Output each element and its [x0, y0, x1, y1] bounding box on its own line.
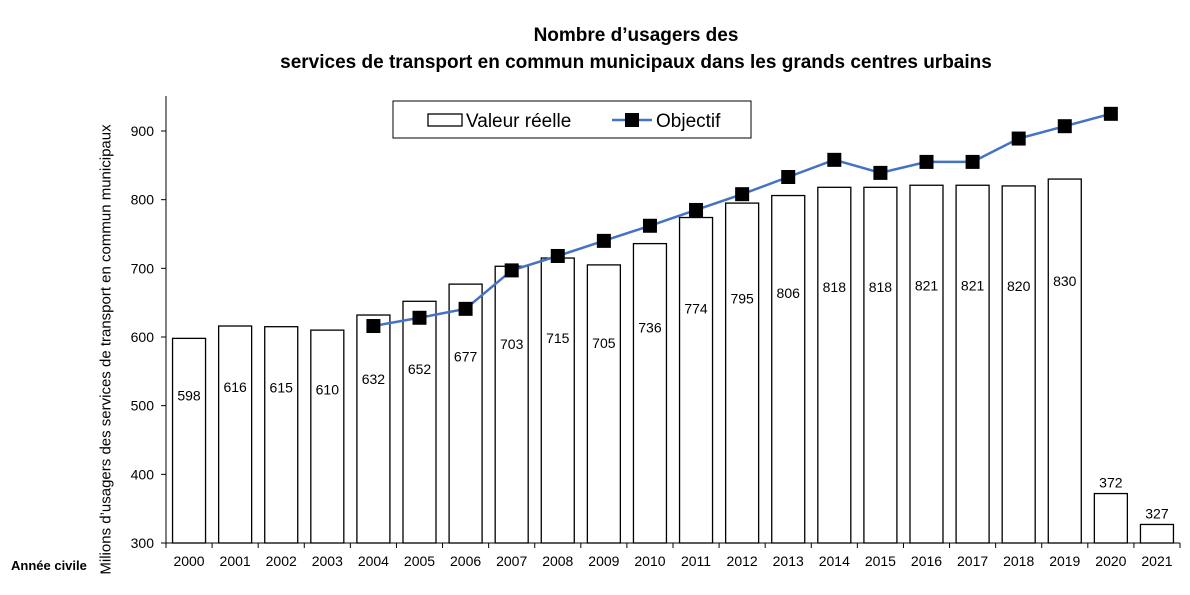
y-tick-label: 500 [131, 398, 155, 414]
data-label-2014: 818 [823, 279, 847, 295]
bar-2010 [632, 242, 668, 544]
x-tick-label: 2018 [1003, 553, 1034, 569]
x-tick-label: 2006 [450, 553, 481, 569]
x-tick-label: 2021 [1141, 553, 1172, 569]
bar-2013 [771, 194, 806, 544]
x-tick-label: 2010 [634, 553, 665, 569]
x-tick-label: 2004 [358, 553, 389, 569]
bar-2002 [264, 326, 299, 544]
bar-2004 [356, 314, 391, 544]
data-label-2001: 616 [223, 379, 247, 395]
y-tick-label: 700 [131, 260, 155, 276]
objectif-marker-2004 [366, 319, 381, 334]
data-label-2000: 598 [177, 388, 201, 404]
x-tick-label: 2011 [681, 553, 711, 569]
data-label-2017: 821 [961, 277, 985, 293]
data-label-2020: 372 [1099, 475, 1123, 491]
legend-bar-swatch [427, 113, 463, 127]
x-tick-label: 2014 [819, 553, 850, 569]
y-tick-label: 400 [131, 466, 155, 482]
bar-2001 [217, 325, 253, 544]
bar-2000 [171, 337, 207, 544]
data-label-2018: 820 [1007, 278, 1031, 294]
legend-marker-swatch [625, 113, 639, 127]
chart-title-line-1: Nombre d’usagers des [533, 25, 739, 46]
x-tick-label: 2015 [865, 553, 896, 569]
objectif-marker-2016 [919, 154, 934, 169]
x-tick-label: 2001 [220, 553, 251, 569]
legend-label-objectif: Objectif [656, 111, 721, 132]
objectif-marker-2012 [735, 187, 750, 202]
x-axis-label: Année civile [11, 558, 87, 573]
bar-2016 [909, 184, 944, 544]
data-label-2011: 774 [684, 301, 708, 317]
bar-2012 [724, 202, 760, 544]
x-tick-label: 2016 [911, 553, 942, 569]
objectif-marker-2006 [458, 301, 473, 316]
chart-title-line-2: services de transport en commun municipa… [280, 52, 992, 73]
x-tick-label: 2003 [312, 553, 343, 569]
objectif-marker-2007 [504, 263, 519, 278]
objectif-marker-2015 [873, 165, 888, 180]
bar-2003 [310, 329, 345, 544]
y-tick-label: 900 [131, 123, 155, 139]
bar-2006 [448, 283, 483, 544]
y-tick-label: 800 [131, 192, 155, 208]
bar-2021 [1139, 523, 1175, 544]
data-label-2004: 632 [362, 371, 386, 387]
objectif-marker-2011 [689, 202, 704, 217]
x-tick-label: 2008 [542, 553, 573, 569]
bar-2017 [955, 184, 990, 544]
data-label-2016: 821 [915, 277, 939, 293]
chart-title: Nombre d’usagers des services de transpo… [0, 22, 1190, 76]
objectif-marker-2019 [1057, 119, 1072, 134]
x-tick-label: 2000 [173, 553, 204, 569]
bar-2005 [402, 300, 437, 544]
bar-2011 [678, 216, 714, 544]
data-label-2012: 795 [730, 290, 754, 306]
data-label-2008: 715 [546, 330, 570, 346]
x-tick-label: 2017 [957, 553, 988, 569]
x-tick-label: 2013 [773, 553, 804, 569]
data-label-2015: 818 [869, 279, 893, 295]
objectif-marker-2014 [827, 152, 842, 167]
x-tick-label: 2005 [404, 553, 435, 569]
y-tick-label: 300 [131, 535, 155, 551]
x-tick-label: 2002 [266, 553, 297, 569]
data-label-2019: 830 [1053, 273, 1077, 289]
objectif-marker-2005 [412, 310, 427, 325]
bar-2019 [1047, 178, 1082, 544]
y-tick-label: 600 [131, 329, 155, 345]
data-label-2009: 705 [592, 335, 616, 351]
x-tick-label: 2012 [727, 553, 758, 569]
legend-label-valeur-reelle: Valeur réelle [466, 111, 571, 132]
objectif-marker-2017 [965, 154, 980, 169]
bar-2009 [586, 264, 622, 544]
data-label-2006: 677 [454, 349, 478, 365]
objectif-marker-2018 [1011, 131, 1026, 146]
data-label-2021: 327 [1145, 505, 1169, 521]
bar-2020 [1093, 492, 1129, 544]
data-label-2007: 703 [500, 336, 524, 352]
data-label-2005: 652 [408, 361, 432, 377]
x-tick-label: 2019 [1049, 553, 1080, 569]
x-tick-label: 2020 [1095, 553, 1126, 569]
objectif-marker-2020 [1103, 106, 1118, 121]
x-tick-label: 2009 [588, 553, 619, 569]
objectif-marker-2009 [596, 233, 611, 248]
bar-2014 [817, 186, 852, 544]
bar-2007 [494, 265, 529, 544]
data-label-2002: 615 [270, 379, 294, 395]
x-tick-label: 2007 [496, 553, 527, 569]
data-label-2010: 736 [638, 319, 662, 335]
bar-2018 [1001, 185, 1036, 544]
objectif-marker-2010 [642, 218, 657, 233]
data-label-2003: 610 [316, 382, 340, 398]
bar-2008 [540, 257, 575, 544]
objectif-marker-2013 [781, 170, 796, 185]
data-label-2013: 806 [777, 285, 801, 301]
objectif-marker-2008 [550, 248, 565, 263]
bar-2015 [863, 186, 898, 544]
